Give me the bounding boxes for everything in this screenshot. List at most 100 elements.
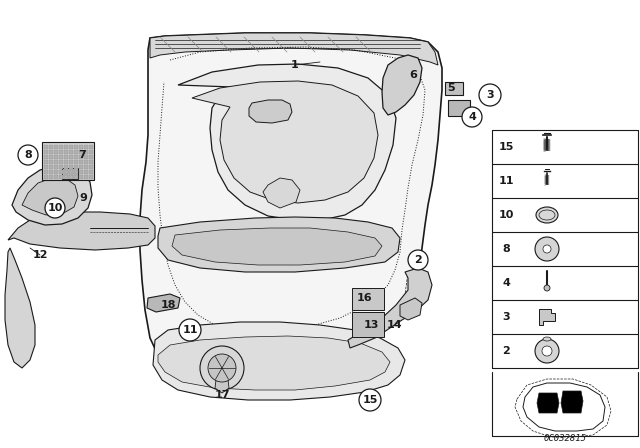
Text: 11: 11 — [182, 325, 198, 335]
Bar — [89, 160, 93, 164]
Bar — [59, 170, 63, 174]
Text: 9: 9 — [79, 193, 87, 203]
Bar — [54, 175, 58, 179]
Circle shape — [408, 250, 428, 270]
Bar — [89, 150, 93, 154]
Bar — [84, 165, 88, 169]
Text: 17: 17 — [214, 390, 230, 400]
Bar — [79, 165, 83, 169]
Text: 8: 8 — [502, 244, 510, 254]
Polygon shape — [192, 81, 378, 203]
Bar — [89, 155, 93, 159]
Polygon shape — [5, 248, 35, 368]
Bar — [44, 165, 48, 169]
Bar — [69, 155, 73, 159]
Bar — [74, 160, 78, 164]
Polygon shape — [263, 178, 300, 208]
Bar — [69, 160, 73, 164]
Bar — [448, 100, 470, 116]
Polygon shape — [249, 100, 292, 123]
Bar — [59, 145, 63, 149]
Bar — [79, 175, 83, 179]
Bar — [54, 165, 58, 169]
Bar — [445, 82, 463, 95]
Bar — [74, 165, 78, 169]
Bar — [64, 145, 68, 149]
Circle shape — [208, 354, 236, 382]
Text: 14: 14 — [387, 320, 403, 330]
Bar — [89, 170, 93, 174]
Bar — [64, 160, 68, 164]
Bar — [79, 150, 83, 154]
Polygon shape — [561, 391, 583, 413]
Bar — [74, 175, 78, 179]
Text: 18: 18 — [160, 300, 176, 310]
Bar — [89, 165, 93, 169]
Text: 8: 8 — [24, 150, 32, 160]
Text: 6: 6 — [409, 70, 417, 80]
Bar — [69, 175, 73, 179]
Ellipse shape — [543, 337, 551, 341]
Bar — [69, 150, 73, 154]
Circle shape — [535, 339, 559, 363]
Bar — [44, 150, 48, 154]
Polygon shape — [153, 322, 405, 400]
Bar — [79, 155, 83, 159]
Bar — [49, 170, 53, 174]
Bar — [64, 165, 68, 169]
Circle shape — [543, 245, 551, 253]
Polygon shape — [140, 33, 442, 378]
Bar — [79, 145, 83, 149]
Bar — [49, 160, 53, 164]
Text: 2: 2 — [502, 346, 510, 356]
Polygon shape — [382, 55, 422, 115]
Text: 12: 12 — [32, 250, 48, 260]
Bar — [54, 170, 58, 174]
Text: 15: 15 — [362, 395, 378, 405]
Circle shape — [535, 237, 559, 261]
Text: 13: 13 — [364, 320, 379, 330]
Bar — [44, 145, 48, 149]
Bar — [64, 155, 68, 159]
Polygon shape — [539, 309, 555, 325]
Polygon shape — [178, 64, 396, 220]
Bar — [352, 312, 384, 337]
Bar — [352, 288, 384, 310]
Bar — [74, 145, 78, 149]
Bar — [49, 150, 53, 154]
Text: 10: 10 — [499, 210, 514, 220]
Bar — [44, 155, 48, 159]
Polygon shape — [8, 212, 155, 250]
Bar — [84, 160, 88, 164]
Text: 3: 3 — [486, 90, 494, 100]
Bar — [89, 175, 93, 179]
Text: 1: 1 — [291, 60, 299, 70]
Bar — [89, 145, 93, 149]
Text: 0C032815: 0C032815 — [543, 434, 586, 443]
Bar — [62, 168, 78, 179]
Circle shape — [359, 389, 381, 411]
Bar — [59, 160, 63, 164]
Circle shape — [544, 285, 550, 291]
Circle shape — [179, 319, 201, 341]
Bar — [84, 175, 88, 179]
Bar — [54, 150, 58, 154]
Bar — [74, 155, 78, 159]
Bar — [74, 150, 78, 154]
Bar — [54, 160, 58, 164]
Bar — [59, 150, 63, 154]
Circle shape — [18, 145, 38, 165]
Text: 10: 10 — [47, 203, 63, 213]
Text: 4: 4 — [468, 112, 476, 122]
Circle shape — [200, 346, 244, 390]
Bar — [84, 155, 88, 159]
Bar — [49, 145, 53, 149]
Bar — [64, 150, 68, 154]
Bar — [54, 155, 58, 159]
Circle shape — [479, 84, 501, 106]
Bar — [44, 160, 48, 164]
Bar — [44, 175, 48, 179]
Text: 16: 16 — [357, 293, 373, 303]
Bar — [84, 170, 88, 174]
Bar — [64, 170, 68, 174]
